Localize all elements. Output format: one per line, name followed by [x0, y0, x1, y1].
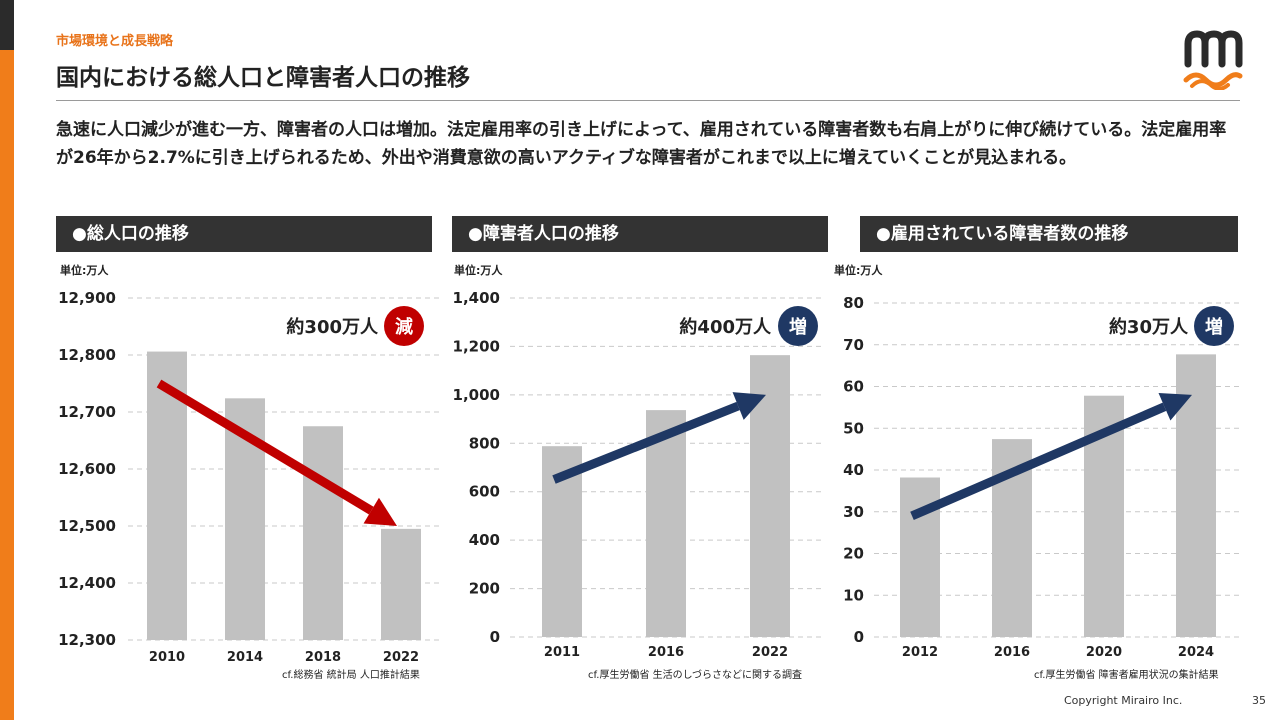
sidebar-orange-strip [0, 50, 14, 720]
mirairo-logo-icon [1183, 30, 1243, 90]
bar-2022 [381, 528, 421, 640]
source-employed-disabled: cf.厚生労働省 障害者雇用状況の集計結果 [1034, 670, 1219, 681]
y-tick-label: 12,900 [58, 289, 116, 307]
x-tick-label: 2016 [994, 645, 1030, 660]
y-tick-label: 0 [854, 628, 864, 646]
y-tick-label: 70 [843, 336, 864, 354]
change-amount-label: 約400万人 [679, 316, 772, 338]
y-tick-label: 10 [843, 586, 864, 604]
y-tick-label: 200 [469, 580, 500, 598]
y-tick-label: 30 [843, 503, 864, 521]
panel-header-employed-disabled: ●雇用されている障害者数の推移 [860, 216, 1238, 252]
change-amount-label: 約30万人 [1109, 316, 1189, 338]
title-divider [56, 100, 1240, 101]
y-tick-label: 1,400 [453, 289, 500, 307]
chart-employed-disabled: 0 10 20 30 40 50 60 70 80 2012 2016 2020 2024 約30万人増 [843, 294, 1242, 660]
y-tick-label: 800 [469, 434, 500, 452]
y-tick-label: 600 [469, 483, 500, 501]
x-tick-label: 2022 [752, 645, 788, 660]
chart-disabled-population: 0 200 400 600 800 1,000 1,200 1,400 2011 2016 2022… [453, 289, 822, 660]
x-tick-label: 2020 [1086, 645, 1122, 660]
x-tick-label: 2024 [1178, 645, 1214, 660]
x-tick-label: 2022 [383, 650, 419, 665]
section-label: 市場環境と成長戦略 [56, 34, 174, 49]
chart-total-population: 12,300 12,400 12,500 12,600 12,700 12,800 12,9… [58, 289, 440, 665]
change-badge [1194, 306, 1234, 346]
y-tick-label: 1,000 [453, 386, 500, 404]
bar-2018 [303, 426, 343, 640]
page-number: 35 [1252, 694, 1266, 707]
change-badge-label: 減 [395, 316, 413, 338]
source-total-population: cf.総務省 統計局 人口推計結果 [282, 670, 420, 681]
footer-copyright: Copyright Mirairo Inc. [1064, 694, 1183, 707]
y-tick-label: 12,300 [58, 631, 116, 649]
change-amount-label: 約300万人 [286, 316, 379, 338]
panel-header-total-population: ●総人口の推移 [56, 216, 432, 252]
source-disabled-population: cf.厚生労働省 生活のしづらさなどに関する調査 [588, 670, 803, 681]
y-tick-label: 50 [843, 419, 864, 437]
trend-arrow-shaft [552, 401, 740, 484]
x-tick-label: 2018 [305, 650, 341, 665]
unit-label-employed-disabled: 単位:万人 [834, 264, 883, 277]
y-tick-label: 12,500 [58, 517, 116, 535]
y-tick-label: 40 [843, 461, 864, 479]
y-tick-label: 12,800 [58, 346, 116, 364]
change-badge-label: 増 [1205, 316, 1223, 338]
trend-arrow-up-icon [1158, 392, 1192, 421]
trend-arrow-shaft [910, 402, 1167, 521]
y-tick-label: 20 [843, 545, 864, 563]
y-tick-label: 1,200 [453, 337, 500, 355]
change-badge [778, 306, 818, 346]
trend-arrow-down-icon [363, 497, 397, 526]
lead-paragraph: 急速に人口減少が進む一方、障害者の人口は増加。法定雇用率の引き上げによって、雇用… [56, 120, 1227, 168]
y-tick-label: 0 [490, 628, 500, 646]
y-tick-label: 12,600 [58, 460, 116, 478]
y-tick-label: 400 [469, 531, 500, 549]
panel-header-disabled-population: ●障害者人口の推移 [452, 216, 828, 252]
x-tick-label: 2016 [648, 645, 684, 660]
y-tick-label: 12,400 [58, 574, 116, 592]
x-tick-label: 2014 [227, 650, 263, 665]
sidebar-dark-strip [0, 0, 14, 50]
unit-label-total-population: 単位:万人 [60, 264, 109, 277]
bar-2016 [646, 410, 686, 637]
unit-label-disabled-population: 単位:万人 [454, 264, 503, 277]
trend-arrow-up-icon [732, 392, 766, 420]
bar-2012 [900, 477, 940, 637]
page-title: 国内における総人口と障害者人口の推移 [56, 65, 470, 91]
change-badge-label: 増 [789, 316, 807, 338]
y-tick-label: 12,700 [58, 403, 116, 421]
y-tick-label: 80 [843, 294, 864, 312]
x-tick-label: 2011 [544, 645, 580, 660]
change-badge [384, 306, 424, 346]
x-tick-label: 2010 [149, 650, 185, 665]
x-tick-label: 2012 [902, 645, 938, 660]
trend-arrow-shaft [156, 379, 374, 515]
y-tick-label: 60 [843, 378, 864, 396]
